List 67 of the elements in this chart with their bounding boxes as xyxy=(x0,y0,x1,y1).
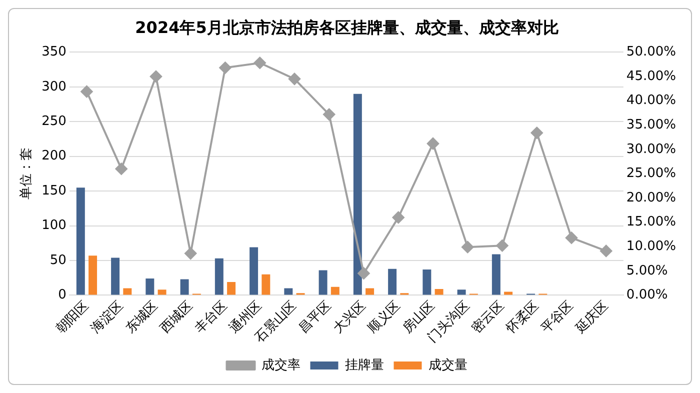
point xyxy=(80,86,93,98)
bar xyxy=(227,282,236,295)
legend-label: 挂牌量 xyxy=(344,358,384,373)
bar xyxy=(76,188,85,295)
point xyxy=(358,267,370,280)
y2-tick-label: 10.00% xyxy=(626,238,676,254)
y2-tick-label: 25.00% xyxy=(626,166,676,182)
y2-tick-label: 15.00% xyxy=(626,214,676,230)
x-tick-label: 顺义区 xyxy=(365,298,404,337)
point xyxy=(150,70,162,82)
bar xyxy=(250,247,258,295)
x-tick-label: 海淀区 xyxy=(88,298,127,337)
point xyxy=(288,72,300,85)
bar xyxy=(214,258,224,295)
point xyxy=(530,126,543,139)
y2-tick-label: 50.00% xyxy=(626,44,676,60)
bar xyxy=(492,254,500,295)
bar xyxy=(434,288,444,295)
y-tick-label: 150 xyxy=(42,183,66,198)
bar xyxy=(457,290,466,295)
bar xyxy=(422,270,432,295)
y-tick-label: 100 xyxy=(42,218,66,234)
bar xyxy=(366,288,374,295)
point xyxy=(462,241,474,254)
bar xyxy=(353,94,362,295)
legend-label: 成交量 xyxy=(428,356,468,373)
point xyxy=(323,108,336,120)
bar xyxy=(88,256,98,295)
y-tick-label: 50 xyxy=(50,252,66,268)
point xyxy=(565,232,578,244)
bar xyxy=(111,258,120,295)
bar xyxy=(123,288,132,295)
y2-tick-label: 20.00% xyxy=(626,190,676,206)
y2-tick-label: 30.00% xyxy=(626,142,676,157)
bar xyxy=(158,290,166,295)
y-tick-label: 350 xyxy=(42,44,66,60)
bar xyxy=(180,279,189,295)
bar xyxy=(284,288,293,295)
chart-title: 2024年5月北京市法拍房各区挂牌量、成交量、成交率对比 xyxy=(135,18,559,37)
y-tick-label: 0 xyxy=(58,288,66,303)
y2-tick-label: 0.00% xyxy=(626,288,668,303)
point xyxy=(115,162,128,175)
y2-tick-label: 35.00% xyxy=(626,117,676,132)
y2-tick-label: 40.00% xyxy=(626,93,676,108)
y-tick-label: 300 xyxy=(42,79,66,94)
point xyxy=(184,247,197,260)
bar xyxy=(388,268,397,295)
bar xyxy=(146,278,154,295)
x-tick-label: 延庆区 xyxy=(572,298,612,338)
point xyxy=(254,56,266,69)
y2-tick-label: 5.00% xyxy=(626,263,668,278)
bar xyxy=(262,274,270,295)
bar xyxy=(330,286,340,295)
x-tick-label: 西城区 xyxy=(158,298,196,337)
point xyxy=(392,211,404,224)
bar xyxy=(318,270,328,295)
y-tick-label: 200 xyxy=(42,148,66,164)
x-tick-label: 昌平区 xyxy=(296,298,334,337)
point xyxy=(426,138,439,150)
y2-tick-label: 45.00% xyxy=(626,68,676,84)
y-axis-title: 单位：套 xyxy=(19,148,34,200)
legend-label: 成交率 xyxy=(261,356,300,373)
point xyxy=(496,240,508,252)
point xyxy=(219,62,232,74)
point xyxy=(600,244,612,257)
bar xyxy=(504,292,513,295)
y-tick-label: 250 xyxy=(42,114,66,130)
